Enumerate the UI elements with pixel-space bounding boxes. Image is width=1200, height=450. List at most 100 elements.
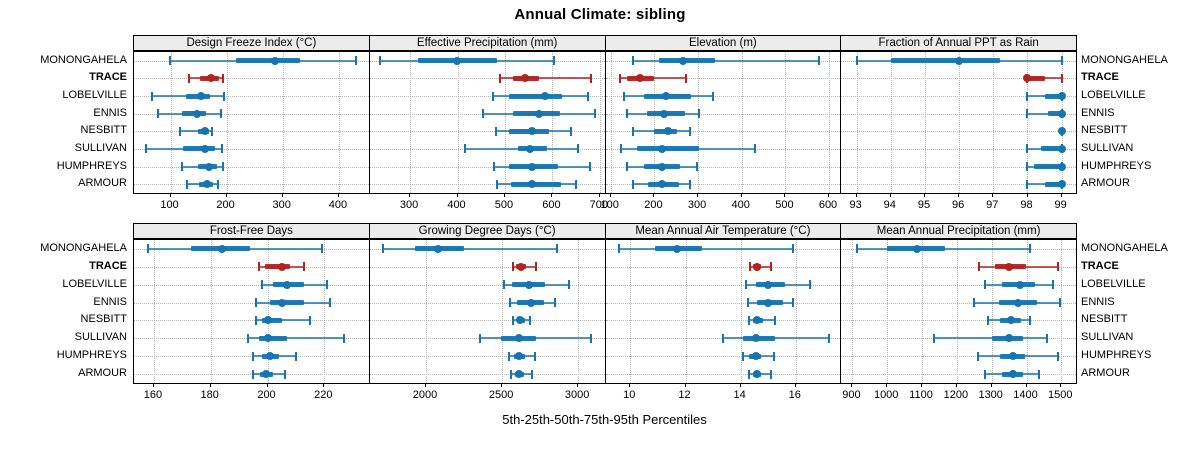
median-dot — [658, 180, 667, 189]
panel-strip: Mean Annual Air Temperature (°C) — [604, 223, 842, 239]
whisker-cap-left — [855, 244, 858, 254]
axis-tick-label: 2000 — [412, 389, 438, 401]
grid-line-vertical — [153, 240, 155, 383]
whisker-cap-right — [534, 262, 537, 272]
median-dot — [283, 280, 292, 289]
median-dot — [534, 109, 543, 118]
whisker-cap-left — [255, 298, 258, 308]
median-dot — [263, 316, 272, 325]
whisker-cap-left — [512, 315, 515, 325]
axis-tick-label: 1300 — [978, 389, 1003, 401]
row-label-left: ARMOUR — [78, 367, 127, 380]
axis-tick-mark — [684, 383, 686, 387]
grid-line-horizontal — [841, 266, 1076, 268]
whisker-cap-right — [211, 126, 213, 136]
grid-line-vertical — [226, 52, 228, 193]
axis-tick-mark — [1060, 193, 1062, 197]
whisker-range-line — [934, 337, 1048, 340]
interquartile-bar — [259, 335, 288, 341]
median-dot — [678, 56, 687, 65]
whisker-cap-right — [792, 244, 794, 254]
grid-line-horizontal — [605, 113, 841, 115]
whisker-cap-left — [625, 109, 628, 119]
whisker-cap-left — [631, 56, 634, 66]
grid-line-vertical — [267, 240, 269, 383]
whisker-cap-right — [355, 56, 358, 66]
whisker-cap-right — [530, 369, 533, 379]
whisker-cap-left — [1026, 109, 1029, 119]
whisker-cap-left — [179, 126, 181, 136]
panel-strip: Fraction of Annual PPT as Rain — [840, 35, 1077, 51]
axis-tick-label: 1500 — [1048, 389, 1073, 401]
axis-tick-mark — [281, 193, 283, 197]
whisker-cap-left — [188, 73, 190, 83]
whisker-range-line — [619, 247, 793, 250]
interquartile-bar — [264, 264, 291, 270]
row-label-left: SULLIVAN — [74, 141, 127, 154]
whisker-cap-right — [220, 144, 223, 154]
grid-line-horizontal — [841, 96, 1076, 98]
whisker-range-line — [1027, 95, 1062, 98]
interquartile-bar — [270, 300, 305, 306]
whisker-cap-right — [329, 298, 331, 308]
whisker-range-line — [722, 337, 829, 340]
grid-line-vertical — [1061, 52, 1063, 193]
axis-tick-mark — [456, 193, 458, 197]
axis-tick-label: 99 — [1054, 199, 1067, 211]
axis-tick-mark — [501, 383, 503, 387]
row-label-left: ARMOUR — [78, 177, 127, 190]
whisker-cap-left — [168, 56, 171, 66]
whisker-range-line — [1027, 77, 1062, 80]
median-dot — [659, 109, 668, 118]
row-label-right: TRACE — [1081, 259, 1119, 272]
grid-line-horizontal — [134, 266, 369, 268]
whisker-cap-right — [590, 333, 593, 343]
axis-tick-mark — [266, 383, 268, 387]
grid-line-horizontal — [134, 374, 369, 376]
median-dot — [1057, 162, 1066, 171]
interquartile-bar — [261, 317, 282, 323]
median-dot — [1057, 180, 1066, 189]
grid-line-horizontal — [605, 356, 841, 358]
whisker-cap-right — [552, 56, 555, 66]
grid-line-vertical — [993, 52, 995, 193]
median-dot — [526, 298, 535, 307]
grid-line-vertical — [991, 240, 993, 383]
median-dot — [540, 92, 549, 101]
axis-tick-mark — [992, 193, 994, 197]
row-label-right: LOBELVILLE — [1081, 277, 1146, 290]
median-dot — [517, 262, 526, 271]
grid-line-horizontal — [841, 166, 1076, 168]
whisker-cap-left — [508, 298, 511, 308]
interquartile-bar — [636, 146, 699, 152]
grid-line-horizontal — [134, 131, 369, 133]
axis-tick-mark — [739, 383, 741, 387]
whisker-cap-left — [619, 73, 622, 83]
axis-tick-mark — [152, 383, 154, 387]
median-dot — [193, 109, 202, 118]
whisker-cap-right — [533, 351, 536, 361]
whisker-cap-right — [529, 315, 532, 325]
median-dot — [200, 127, 209, 136]
whisker-cap-right — [567, 280, 570, 290]
grid-line-vertical — [890, 52, 892, 193]
row-label-right: NESBITT — [1081, 313, 1128, 326]
row-label-right: NESBITT — [1081, 124, 1128, 137]
panel-plot — [840, 51, 1077, 194]
row-label-left: ENNIS — [93, 295, 127, 308]
whisker-cap-left — [378, 56, 381, 66]
panel-plot — [368, 51, 606, 194]
whisker-cap-left — [255, 315, 258, 325]
grid-line-vertical — [426, 240, 428, 383]
grid-line-horizontal — [841, 320, 1076, 322]
median-dot — [525, 144, 534, 153]
grid-line-horizontal — [134, 320, 369, 322]
whisker-cap-right — [589, 73, 592, 83]
interquartile-bar — [1047, 111, 1062, 117]
median-dot — [277, 262, 286, 271]
axis-tick-label: 97 — [986, 199, 999, 211]
row-label-left: MONONGAHELA — [40, 241, 127, 254]
whisker-cap-right — [320, 244, 323, 254]
axis-tick-label: 100 — [160, 199, 179, 211]
grid-line-vertical — [956, 240, 958, 383]
